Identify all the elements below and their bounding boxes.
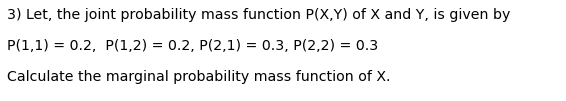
Text: P(1,1) = 0.2,  P(1,2) = 0.2, P(2,1) = 0.3, P(2,2) = 0.3: P(1,1) = 0.2, P(1,2) = 0.2, P(2,1) = 0.3… bbox=[7, 39, 378, 53]
Text: Calculate the marginal probability mass function of X.: Calculate the marginal probability mass … bbox=[7, 70, 391, 84]
Text: 3) Let, the joint probability mass function P(X,Y) of X and Y, is given by: 3) Let, the joint probability mass funct… bbox=[7, 8, 511, 22]
